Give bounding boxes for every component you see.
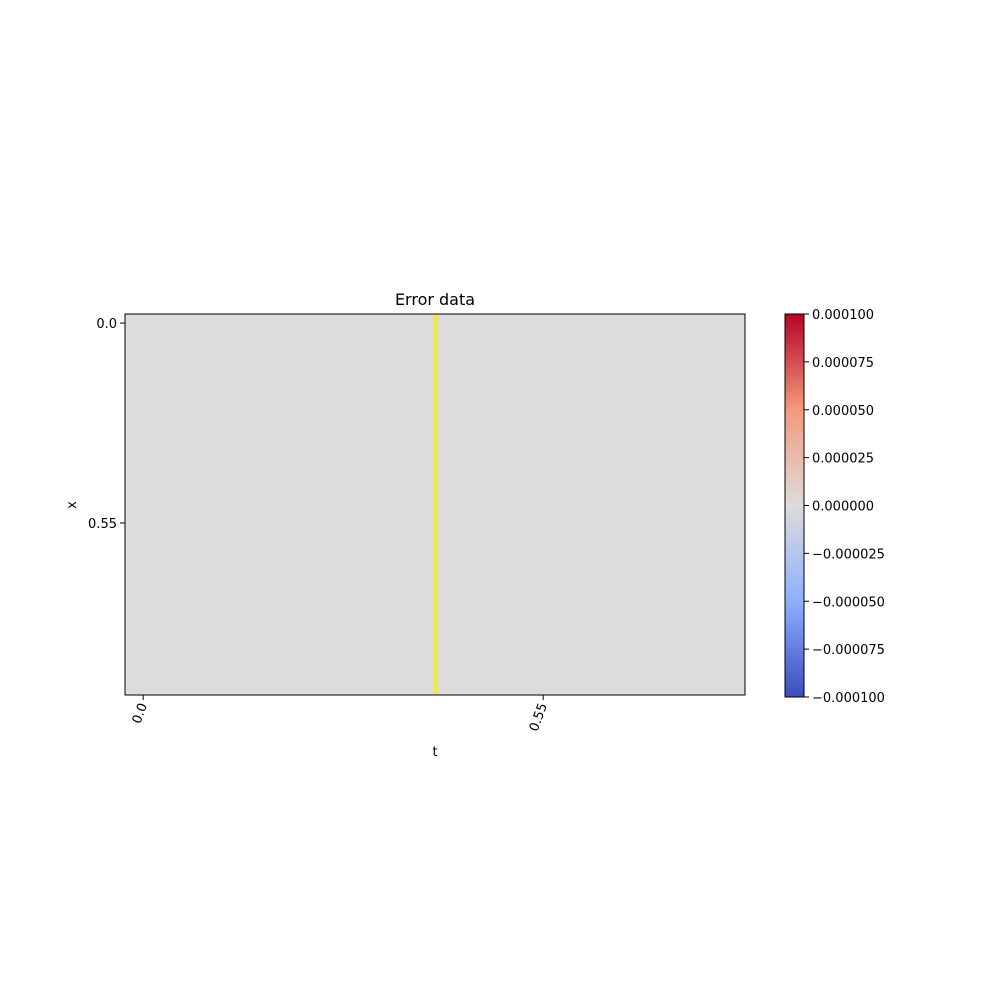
colorbar-tick-label: 0.000100 xyxy=(812,308,874,323)
colorbar-tick-label: 0.000000 xyxy=(812,500,874,515)
y-tick-label: 0.55 xyxy=(88,517,117,532)
y-axis-label: x xyxy=(65,501,80,509)
plot-frame xyxy=(124,313,746,696)
colorbar-tick-label: −0.000050 xyxy=(812,595,885,610)
colorbar xyxy=(784,313,805,698)
colorbar-tick-label: 0.000025 xyxy=(812,452,874,467)
chart-title: Error data xyxy=(395,290,475,309)
colorbar-tick-label: −0.000075 xyxy=(812,643,885,658)
y-tick-label: 0.0 xyxy=(96,317,117,332)
colorbar-tick-label: 0.000050 xyxy=(812,404,874,419)
x-tick-label: 0.55 xyxy=(527,701,551,733)
x-tick-label: 0.0 xyxy=(130,701,151,726)
colorbar-tick-label: −0.000025 xyxy=(812,547,885,562)
colorbar-tick-label: 0.000075 xyxy=(812,356,874,371)
colorbar-tick-label: −0.000100 xyxy=(812,691,885,706)
x-axis-label: t xyxy=(432,745,437,760)
